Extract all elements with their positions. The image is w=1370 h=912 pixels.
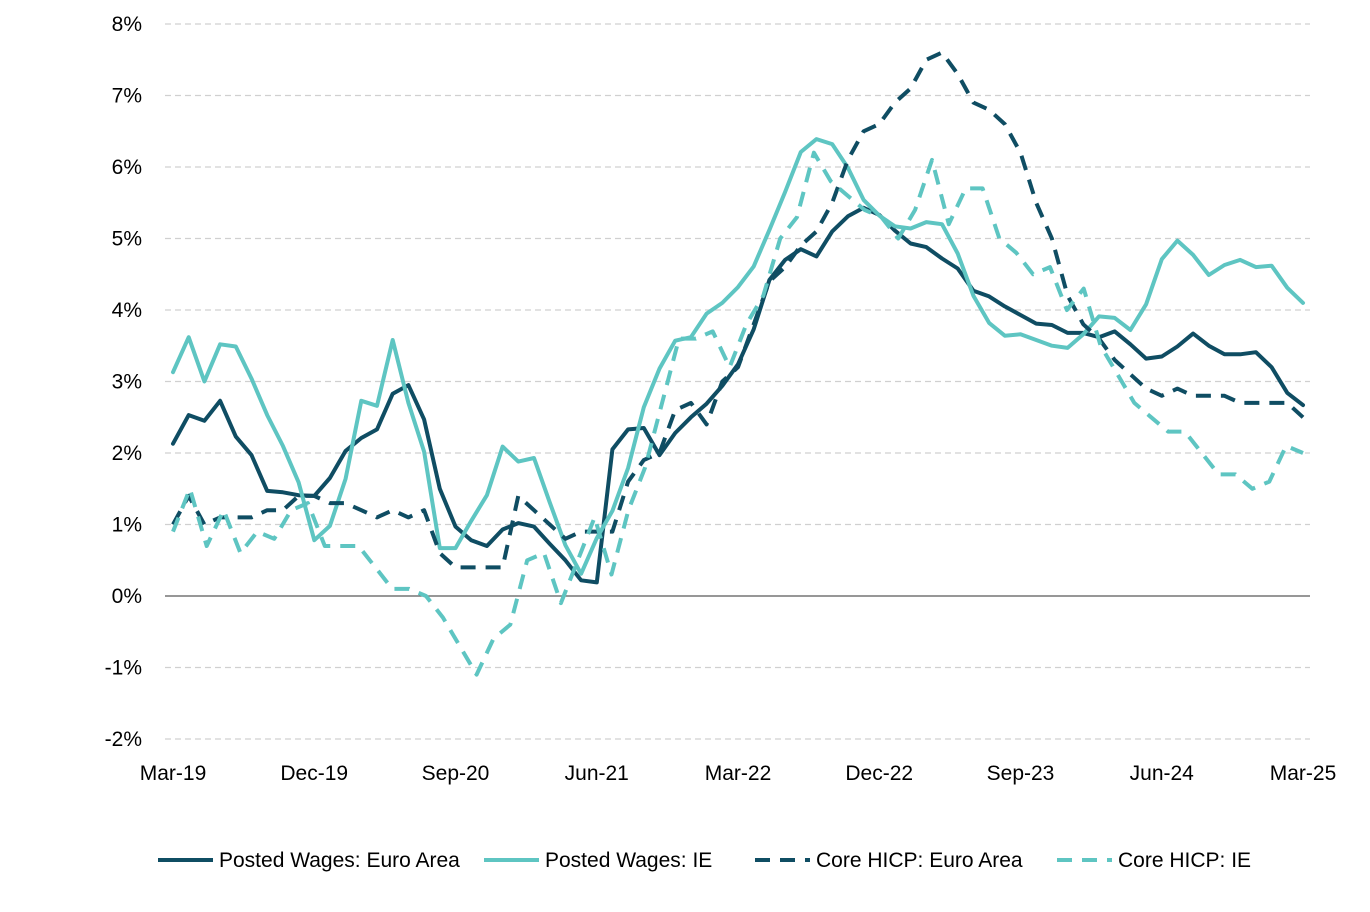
y-tick-label: 4% (112, 299, 142, 322)
y-tick-label: 7% (112, 85, 142, 108)
series-line-2 (171, 137, 1305, 576)
y-tick-label: 3% (112, 371, 142, 394)
y-tick-label: 8% (112, 13, 142, 36)
x-tick-label: Mar-22 (705, 762, 772, 785)
legend-label: Core HICP: IE (1118, 849, 1251, 872)
legend-label: Core HICP: Euro Area (816, 849, 1023, 872)
y-tick-label: 1% (112, 514, 142, 537)
y-tick-label: 2% (112, 442, 142, 465)
legend-label: Posted Wages: IE (545, 849, 712, 872)
x-tick-label: Mar-25 (1270, 762, 1337, 785)
legend-label: Posted Wages: Euro Area (219, 849, 460, 872)
series-line-3 (171, 50, 1305, 570)
series-line-1 (171, 205, 1305, 585)
x-tick-label: Sep-23 (987, 762, 1055, 785)
y-tick-label: -2% (105, 728, 142, 751)
y-tick-label: 6% (112, 156, 142, 179)
y-tick-label: -1% (105, 657, 142, 680)
y-tick-label: 0% (112, 585, 142, 608)
x-tick-label: Jun-21 (565, 762, 629, 785)
x-axis-ticks: Mar-19 Dec-19 Sep-20 Jun-21 Mar-22 Dec-22 Sep-… (140, 762, 1337, 785)
y-tick-label: 5% (112, 228, 142, 251)
x-tick-label: Sep-20 (422, 762, 490, 785)
x-tick-label: Mar-19 (140, 762, 207, 785)
x-tick-label: Jun-24 (1130, 762, 1195, 785)
legend: Posted Wages: Euro Area Posted Wages: IE C… (158, 849, 1251, 872)
y-axis-ticks: -2% -1% 0% 1% 2% 3% 4% 5% 6% 7% 8% (105, 13, 142, 751)
grid-lines (165, 23, 1310, 740)
x-tick-label: Dec-19 (280, 762, 348, 785)
series-lines (171, 50, 1305, 677)
x-tick-label: Dec-22 (845, 762, 913, 785)
